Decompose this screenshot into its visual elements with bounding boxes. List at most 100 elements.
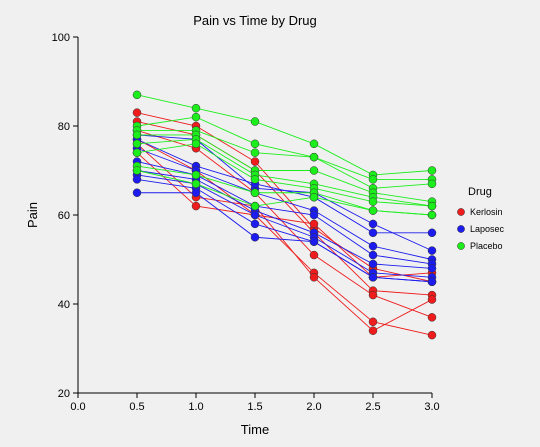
kerlosin-point — [309, 250, 319, 260]
laposec-point — [250, 233, 260, 242]
kerlosin-point — [427, 330, 437, 340]
laposec-subject-line — [136, 170, 433, 269]
y-tick-label: 20 — [58, 388, 70, 400]
laposec-subject-line — [136, 174, 433, 278]
placebo-point — [250, 201, 260, 211]
placebo-legend-marker — [457, 242, 465, 250]
laposec-point — [368, 219, 378, 229]
placebo-point — [427, 166, 437, 175]
laposec-subject-line — [136, 138, 432, 234]
placebo-legend-label: Placebo — [470, 241, 503, 251]
x-tick-label: 0.0 — [70, 401, 85, 413]
series-points — [132, 90, 437, 340]
kerlosin-point — [368, 290, 378, 300]
kerlosin-point — [250, 157, 260, 166]
kerlosin-point — [427, 313, 437, 322]
placebo-subject-line — [137, 129, 433, 189]
y-axis-title: Pain — [25, 202, 40, 228]
laposec-point — [368, 273, 378, 282]
x-tick-label: 3.0 — [424, 401, 439, 413]
x-tick-label: 1.0 — [188, 401, 203, 413]
placebo-subject-line — [137, 134, 433, 203]
laposec-subject-line — [136, 161, 433, 265]
laposec-point — [132, 175, 142, 184]
kerlosin-point — [309, 219, 319, 229]
placebo-point — [250, 139, 260, 149]
placebo-subject-line — [136, 170, 433, 216]
x-tick-label: 2.0 — [306, 401, 321, 413]
placebo-point — [191, 179, 201, 189]
laposec-point — [368, 228, 378, 238]
placebo-subject-line — [136, 143, 433, 207]
y-tick-label: 40 — [58, 299, 70, 311]
laposec-point — [368, 250, 378, 260]
placebo-point — [191, 139, 201, 149]
kerlosin-point — [191, 201, 201, 211]
legend-items: Kerlosin Laposec Placebo — [457, 207, 505, 251]
laposec-point — [368, 241, 378, 251]
laposec-point — [250, 210, 260, 220]
kerlosin-subject-line — [136, 138, 433, 336]
placebo-point — [427, 201, 437, 211]
placebo-point — [309, 192, 319, 202]
series-lines — [136, 94, 433, 336]
laposec-point — [427, 264, 437, 273]
laposec-point — [427, 228, 437, 238]
legend: Drug Kerlosin Laposec Placebo — [457, 186, 505, 251]
laposec-point — [427, 277, 437, 286]
kerlosin-subject-line — [136, 143, 433, 332]
y-ticks: 20 40 60 80 100 — [52, 32, 78, 400]
y-tick-label: 100 — [52, 32, 70, 44]
placebo-point — [427, 210, 437, 220]
kerlosin-subject-line — [136, 152, 433, 278]
placebo-subject-line — [136, 94, 433, 176]
kerlosin-point — [309, 273, 319, 282]
legend-title: Drug — [468, 186, 492, 198]
laposec-point — [250, 219, 260, 229]
x-tick-label: 1.5 — [247, 401, 262, 413]
laposec-point — [191, 188, 201, 197]
placebo-point — [191, 112, 201, 122]
placebo-point — [309, 166, 319, 175]
x-axis-title: Time — [241, 422, 269, 437]
placebo-point — [427, 179, 437, 189]
placebo-point — [250, 148, 260, 157]
placebo-point — [309, 139, 319, 149]
placebo-point — [132, 130, 142, 140]
laposec-legend-marker — [457, 225, 465, 233]
kerlosin-legend-label: Kerlosin — [470, 207, 503, 217]
placebo-subject-line — [136, 116, 432, 180]
kerlosin-subject-line — [136, 112, 433, 283]
y-tick-label: 80 — [58, 121, 70, 133]
laposec-subject-line — [137, 192, 433, 283]
placebo-point — [309, 152, 319, 162]
placebo-point — [132, 166, 142, 175]
placebo-point — [132, 90, 142, 100]
placebo-point — [191, 170, 201, 180]
placebo-subject-line — [136, 138, 433, 207]
placebo-point — [132, 148, 142, 157]
laposec-point — [427, 246, 437, 255]
laposec-point — [368, 259, 378, 269]
kerlosin-legend-marker — [457, 208, 465, 216]
kerlosin-point — [368, 317, 378, 327]
placebo-point — [250, 175, 260, 184]
placebo-point — [250, 188, 260, 197]
kerlosin-point — [132, 108, 142, 117]
placebo-point — [191, 103, 201, 113]
y-tick-label: 60 — [58, 210, 70, 222]
placebo-point — [368, 197, 378, 206]
laposec-point — [309, 210, 319, 220]
laposec-legend-label: Laposec — [470, 224, 505, 234]
x-ticks: 0.0 0.5 1.0 1.5 2.0 2.5 3.0 — [70, 393, 440, 413]
chart-title: Pain vs Time by Drug — [193, 13, 317, 28]
placebo-point — [368, 206, 378, 215]
placebo-point — [368, 175, 378, 184]
kerlosin-point — [427, 295, 437, 304]
kerlosin-point — [368, 326, 378, 335]
placebo-point — [132, 139, 142, 149]
laposec-point — [132, 188, 142, 197]
placebo-point — [250, 117, 260, 126]
